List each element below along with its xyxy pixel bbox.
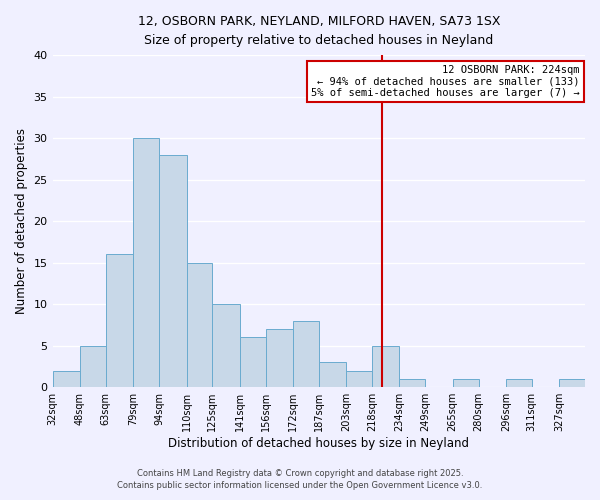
Bar xyxy=(506,379,532,387)
Title: 12, OSBORN PARK, NEYLAND, MILFORD HAVEN, SA73 1SX
Size of property relative to d: 12, OSBORN PARK, NEYLAND, MILFORD HAVEN,… xyxy=(137,15,500,47)
Bar xyxy=(133,138,159,387)
Bar xyxy=(346,370,372,387)
Text: 12 OSBORN PARK: 224sqm
← 94% of detached houses are smaller (133)
5% of semi-det: 12 OSBORN PARK: 224sqm ← 94% of detached… xyxy=(311,65,580,98)
Bar xyxy=(212,304,240,387)
Bar xyxy=(187,262,212,387)
X-axis label: Distribution of detached houses by size in Neyland: Distribution of detached houses by size … xyxy=(168,437,469,450)
Bar xyxy=(293,321,319,387)
Bar xyxy=(266,329,293,387)
Text: Contains HM Land Registry data © Crown copyright and database right 2025.
Contai: Contains HM Land Registry data © Crown c… xyxy=(118,468,482,490)
Bar xyxy=(240,338,266,387)
Bar xyxy=(400,379,425,387)
Bar xyxy=(453,379,479,387)
Bar xyxy=(53,370,80,387)
Bar xyxy=(372,346,400,387)
Y-axis label: Number of detached properties: Number of detached properties xyxy=(15,128,28,314)
Bar xyxy=(559,379,585,387)
Bar xyxy=(80,346,106,387)
Bar xyxy=(106,254,133,387)
Bar xyxy=(319,362,346,387)
Bar xyxy=(159,154,187,387)
